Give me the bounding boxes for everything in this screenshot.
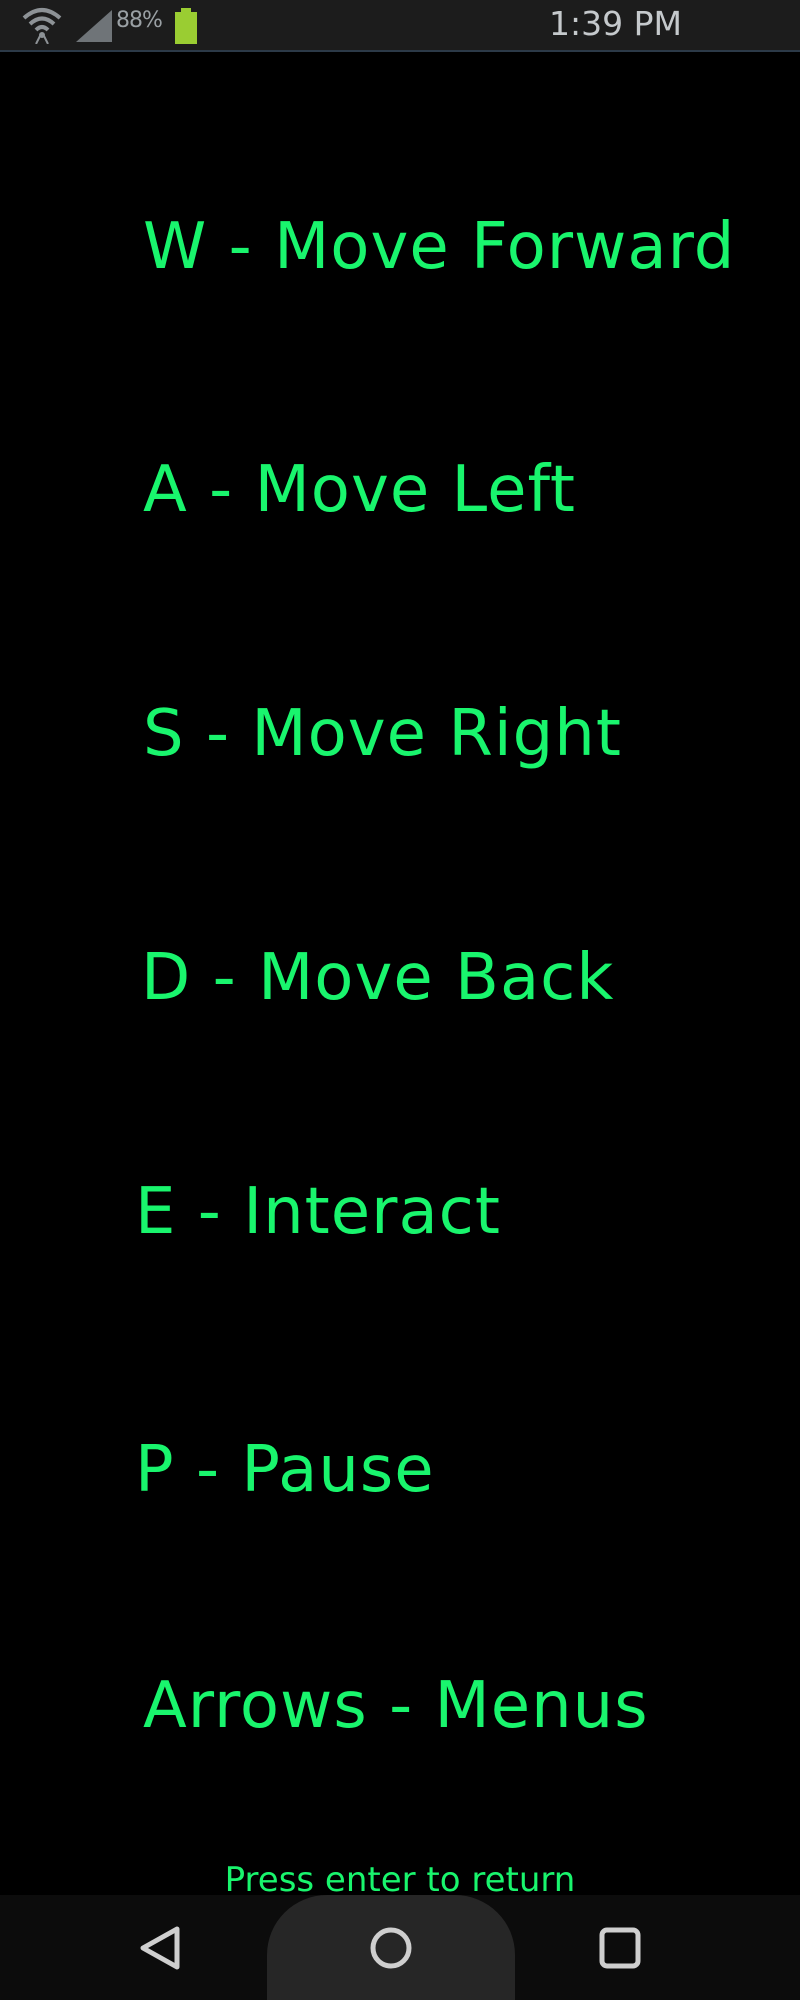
battery-percent: 88%	[116, 8, 163, 33]
home-icon	[370, 1927, 412, 1968]
control-move-back: D - Move Back	[141, 941, 615, 1015]
clock: 1:39 PM	[549, 4, 682, 43]
control-interact: E - Interact	[135, 1175, 501, 1249]
recents-button[interactable]	[570, 1895, 670, 2000]
control-move-forward: W - Move Forward	[143, 210, 736, 284]
signal-icon	[76, 10, 112, 42]
navigation-bar	[0, 1895, 800, 2000]
wifi-icon	[22, 8, 62, 44]
back-icon	[140, 1926, 180, 1969]
battery-icon	[175, 8, 197, 44]
status-bar: 88% 1:39 PM	[0, 0, 800, 52]
control-move-right: S - Move Right	[143, 697, 622, 771]
control-pause: P - Pause	[135, 1433, 435, 1507]
control-menus: Arrows - Menus	[143, 1669, 649, 1743]
back-button[interactable]	[110, 1895, 210, 2000]
recents-icon	[599, 1927, 641, 1968]
return-hint: Press enter to return	[224, 1860, 576, 1900]
home-button[interactable]	[267, 1895, 515, 2000]
control-move-left: A - Move Left	[143, 453, 576, 527]
